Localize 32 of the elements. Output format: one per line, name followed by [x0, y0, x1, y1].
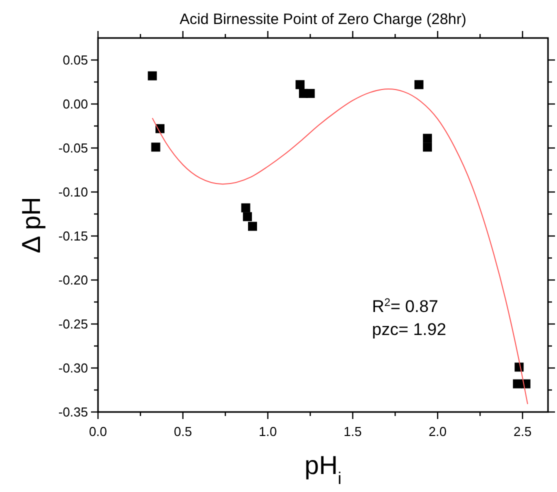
point: [422, 142, 432, 152]
y-tick-label: 0.05: [62, 52, 88, 68]
point: [242, 212, 252, 222]
point: [422, 134, 432, 143]
y-axis-title: Δ pH: [16, 196, 46, 254]
x-tick-label: 1.0: [258, 424, 277, 439]
y-tick-label: -0.15: [58, 228, 88, 244]
line-series: [152, 88, 528, 405]
y-tick-label: 0.00: [62, 96, 88, 112]
annotation: pzc= 1.92: [372, 320, 446, 339]
point: [151, 142, 160, 152]
point: [414, 80, 424, 90]
point: [241, 203, 250, 212]
y-tick-label: -0.05: [58, 140, 88, 156]
x-tick-label: 2.0: [428, 424, 447, 439]
y-tick-label: -0.20: [58, 272, 88, 288]
x-axis-title: pH$_{i}$: [304, 450, 342, 488]
point: [248, 222, 258, 231]
x-tick-label: 2.5: [513, 424, 532, 439]
point: [296, 80, 305, 90]
y-tick-label: -0.10: [58, 184, 88, 200]
annotation: R$^{2}$= 0.87: [372, 297, 438, 316]
x-tick-label: 0.0: [88, 424, 108, 439]
point: [306, 88, 315, 98]
x-tick-label: 0.5: [174, 424, 192, 439]
y-tick-label: -0.30: [58, 360, 88, 376]
point: [512, 379, 522, 388]
chart-title: Acid Birnessite Point of Zero Charge (28hr): [180, 11, 466, 28]
y-tick-label: -0.25: [58, 316, 88, 332]
point: [148, 71, 157, 80]
x-tick-label: 1.5: [344, 424, 362, 439]
y-tick-label: -0.35: [58, 404, 88, 420]
